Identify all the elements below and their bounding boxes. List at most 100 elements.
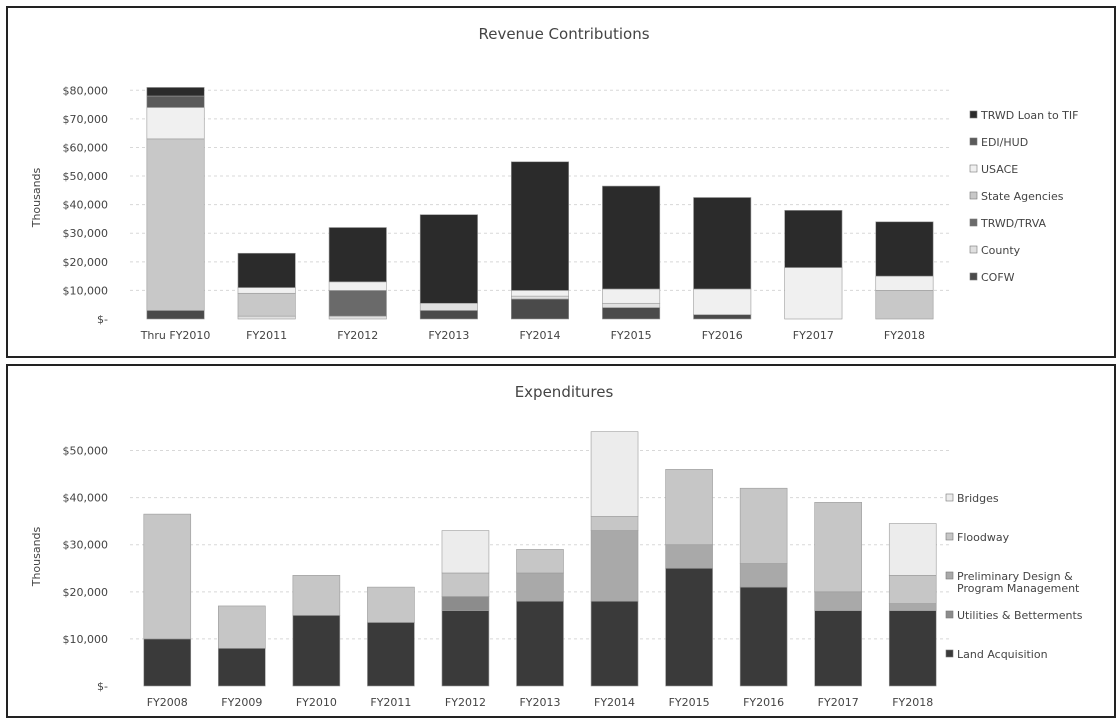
revenue-y-tick-label: $50,000 <box>63 170 109 183</box>
expenditures-x-tick-label: FY2012 <box>445 696 486 709</box>
expenditures-bar-segment <box>441 530 490 574</box>
revenue-bar-segment <box>693 197 752 290</box>
expenditures-legend-label: Land Acquisition <box>957 648 1048 661</box>
expenditures-bar-segment <box>665 544 713 569</box>
revenue-bar-segment <box>510 161 569 291</box>
expenditures-x-tick-label: FY2009 <box>221 696 262 709</box>
expenditures-x-tick-label: FY2010 <box>296 696 337 709</box>
revenue-bar-segment <box>237 252 296 288</box>
revenue-x-tick-label: FY2013 <box>428 329 469 342</box>
revenue-legend-label: County <box>981 244 1021 257</box>
revenue-chart-svg: Revenue Contributions Thousands $- $10,000 $… <box>30 25 1078 342</box>
expenditures-bar-segment <box>590 600 639 687</box>
expenditures-bar-segment <box>292 615 341 687</box>
expenditures-bar-segment <box>367 586 415 623</box>
revenue-y-tick-label: $10,000 <box>63 284 109 297</box>
expenditures-y-tick-label: $40,000 <box>63 492 109 505</box>
expenditures-x-tick-label: FY2017 <box>818 696 859 709</box>
expenditures-bar-segment <box>888 523 937 576</box>
revenue-bar-segment <box>602 302 661 308</box>
revenue-x-tick-label: FY2014 <box>519 329 560 342</box>
expenditures-x-tick-label: FY2016 <box>743 696 784 709</box>
expenditures-bar-segment <box>590 516 639 531</box>
expenditures-x-tick-label: FY2008 <box>147 696 188 709</box>
expenditures-y-axis-label: Thousands <box>30 526 43 587</box>
revenue-bar-segment <box>419 214 478 304</box>
revenue-x-tick-label: FY2018 <box>884 329 925 342</box>
expenditures-legend-swatch <box>945 610 954 619</box>
expenditures-bar-segment <box>218 605 266 649</box>
revenue-bar-segment <box>419 302 478 311</box>
revenue-y-tick-label: $- <box>97 313 108 326</box>
expenditures-bar-segment <box>516 549 564 574</box>
revenue-x-tick-label: FY2011 <box>246 329 287 342</box>
expenditures-legend-label: Utilities & Betterments <box>957 609 1083 622</box>
revenue-legend-swatch <box>969 110 978 119</box>
expenditures-bar-segment <box>218 648 266 687</box>
revenue-legend-swatch <box>969 137 978 146</box>
expenditures-legend-label: Preliminary Design & Program Management <box>957 570 1080 595</box>
revenue-bar-segment <box>146 95 205 108</box>
expenditures-bar-segment <box>739 487 788 564</box>
revenue-bar-segment <box>328 281 387 291</box>
revenue-legend-swatch <box>969 218 978 227</box>
revenue-bar-segment <box>693 288 752 316</box>
revenue-legend-label: EDI/HUD <box>981 136 1028 149</box>
revenue-bar-segment <box>510 298 569 320</box>
revenue-bar-segment <box>237 292 296 317</box>
expenditures-bar-segment <box>441 610 490 687</box>
expenditures-legend-label: Bridges <box>957 492 999 505</box>
expenditures-bar-segment <box>590 431 639 517</box>
expenditures-bar-segment <box>888 610 937 687</box>
revenue-legend-swatch <box>969 164 978 173</box>
revenue-bar-segment <box>146 138 205 311</box>
expenditures-legend-label: Floodway <box>957 531 1010 544</box>
revenue-legend-swatch <box>969 191 978 200</box>
revenue-bar-segment <box>784 267 843 320</box>
revenue-chart-title: Revenue Contributions <box>478 25 649 43</box>
revenue-bar-segment <box>602 185 661 290</box>
expenditures-chart-panel: Expenditures Thousands $- $10,000 $20,000 $30… <box>6 364 1116 718</box>
revenue-bar-segment <box>602 307 661 320</box>
revenue-legend-label: TRWD/TRVA <box>980 217 1047 230</box>
revenue-legend-swatch <box>969 245 978 254</box>
expenditures-bar-segment <box>441 596 490 611</box>
revenue-x-tick-label: FY2012 <box>337 329 378 342</box>
revenue-chart-panel: Revenue Contributions Thousands $- $10,000 $… <box>6 6 1116 358</box>
expenditures-bar-segment <box>814 591 862 611</box>
expenditures-y-tick-label: $10,000 <box>63 633 109 646</box>
revenue-bar-segment <box>510 290 569 297</box>
revenue-bar-segment <box>875 275 934 291</box>
revenue-x-tick-label: FY2017 <box>793 329 834 342</box>
revenue-bar-segment <box>602 288 661 304</box>
expenditures-y-tick-label: $20,000 <box>63 586 109 599</box>
expenditures-bar-segment <box>814 502 862 593</box>
revenue-y-tick-label: $80,000 <box>63 84 109 97</box>
expenditures-x-tick-label: FY2014 <box>594 696 635 709</box>
revenue-bar-segment <box>693 314 752 320</box>
revenue-x-tick-label: FY2015 <box>611 329 652 342</box>
expenditures-bar-segment <box>516 572 564 602</box>
expenditures-bar-segment <box>441 572 490 597</box>
revenue-y-tick-label: $30,000 <box>63 227 109 240</box>
expenditures-legend-swatch <box>945 493 954 502</box>
expenditures-x-tick-label: FY2015 <box>669 696 710 709</box>
revenue-x-tick-label: Thru FY2010 <box>140 329 211 342</box>
expenditures-legend-swatch <box>945 649 954 658</box>
revenue-bar-segment <box>328 315 387 320</box>
expenditures-bar-segment <box>814 610 862 687</box>
revenue-x-tick-label: FY2016 <box>702 329 743 342</box>
expenditures-chart-title: Expenditures <box>515 383 614 401</box>
revenue-y-axis-label: Thousands <box>30 167 43 228</box>
expenditures-bar-segment <box>739 563 788 588</box>
expenditures-x-tick-label: FY2011 <box>370 696 411 709</box>
revenue-legend-label: State Agencies <box>981 190 1064 203</box>
expenditures-y-tick-label: $- <box>97 680 108 693</box>
revenue-legend-label: COFW <box>981 271 1015 284</box>
revenue-bar-segment <box>146 87 205 97</box>
revenue-bar-segment <box>510 295 569 300</box>
expenditures-x-tick-label: FY2013 <box>519 696 560 709</box>
revenue-legend-swatch <box>969 272 978 281</box>
revenue-y-tick-label: $40,000 <box>63 199 109 212</box>
expenditures-bar-segment <box>665 469 713 546</box>
